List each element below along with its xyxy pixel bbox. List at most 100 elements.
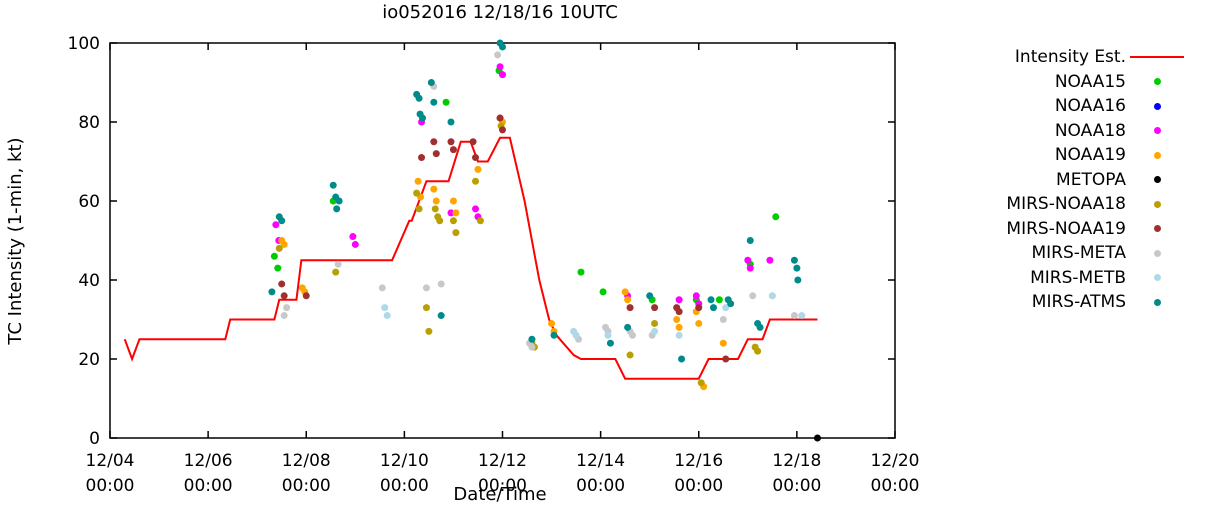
point-MIRS-ATMS [329,181,337,189]
point-METOPA [813,434,821,442]
point-MIRS-NOAA19 [499,126,506,134]
x-tick-label: 12/14 [576,451,625,471]
series-NOAA19 [278,114,727,391]
point-MIRS-ATMS [437,312,445,320]
legend-dot-sample [1126,298,1188,306]
point-MIRS-META [790,312,798,320]
point-MIRS-NOAA18 [449,217,457,225]
legend-label: MIRS-NOAA19 [1006,218,1126,239]
legend-item-MIRS-NOAA19: MIRS-NOAA19 [940,217,1188,242]
point-NOAA18 [692,292,700,300]
legend-dot-sample [1126,102,1188,110]
point-MIRS-METB [383,312,391,320]
series-MIRS-METB [381,292,806,339]
point-MIRS-METB [768,292,776,300]
point-NOAA19 [624,296,632,304]
x-tick-label: 12/16 [674,451,723,471]
point-NOAA19 [719,339,727,347]
legend-dot-sample [1126,78,1188,86]
point-MIRS-METB [722,304,730,312]
legend-dot-sample [1126,176,1188,184]
y-tick-label: 0 [89,429,100,449]
point-MIRS-NOAA18 [436,217,444,225]
point-MIRS-NOAA19 [496,114,504,122]
point-NOAA15 [270,252,278,260]
point-MIRS-ATMS [727,300,735,308]
legend-item-METOPA: METOPA [940,168,1188,193]
point-MIRS-NOAA18 [425,327,433,335]
point-MIRS-ATMS [794,276,802,284]
point-MIRS-META [749,292,757,300]
point-MIRS-NOAA19 [722,355,730,363]
point-MIRS-ATMS [606,339,614,347]
chart-title: io052016 12/18/16 10UTC [382,2,618,23]
y-tick-label: 100 [68,34,100,54]
x-axis-label: Date/Time [453,484,547,505]
point-NOAA15 [715,296,723,304]
point-MIRS-NOAA19 [472,154,480,162]
plot-border [109,42,896,439]
point-MIRS-NOAA18 [754,347,762,355]
series-NOAA15 [270,67,780,304]
point-MIRS-NOAA19 [447,138,455,146]
point-MIRS-NOAA19 [280,292,288,300]
point-MIRS-ATMS [415,94,423,102]
point-MIRS-META [422,284,430,292]
point-NOAA18 [744,256,752,264]
legend-dot-sample [1126,127,1188,135]
y-tick-label: 80 [78,113,100,133]
point-MIRS-NOAA18 [332,268,340,276]
point-MIRS-NOAA19 [430,138,438,146]
x-tick-sublabel: 00:00 [184,476,233,496]
series-METOPA [813,434,821,442]
dot-swatch-icon [1153,151,1161,159]
point-MIRS-ATMS [499,43,506,51]
point-MIRS-METB [572,331,580,339]
series-MIRS-NOAA19 [278,114,730,363]
point-NOAA19 [280,240,288,248]
point-MIRS-NOAA19 [651,304,659,312]
dot-swatch-icon [1153,225,1161,233]
x-tick-label: 12/08 [282,451,331,471]
legend-item-MIRS-NOAA18: MIRS-NOAA18 [940,192,1188,217]
point-MIRS-ATMS [333,205,341,213]
legend-dot-sample [1126,225,1188,233]
point-NOAA19 [430,185,438,193]
x-tick-sublabel: 00:00 [772,476,821,496]
legend-item-NOAA19: NOAA19 [940,143,1188,168]
point-NOAA18 [746,264,754,272]
legend-label: MIRS-ATMS [1031,292,1126,313]
legend: Intensity Est. NOAA15 NOAA16 NOAA18 NOAA19 ME… [940,45,1188,315]
point-MIRS-ATMS [528,335,536,343]
series-NOAA18 [272,63,774,308]
dot-swatch-icon [1153,200,1161,208]
y-tick-label: 60 [78,192,100,212]
point-MIRS-METB [675,331,683,339]
x-tick-label: 12/20 [871,451,920,471]
point-NOAA19 [414,177,422,185]
point-MIRS-NOAA19 [418,154,426,162]
point-NOAA19 [621,288,629,296]
point-MIRS-META [283,304,291,312]
x-tick-label: 12/10 [380,451,429,471]
point-MIRS-NOAA19 [302,292,310,300]
x-tick-sublabel: 00:00 [576,476,625,496]
legend-label: NOAA16 [1054,96,1126,117]
point-NOAA18 [351,240,359,248]
point-MIRS-NOAA18 [422,304,430,312]
point-NOAA19 [673,316,681,323]
point-MIRS-META [528,343,536,351]
point-MIRS-ATMS [278,217,286,225]
point-MIRS-METB [798,312,806,320]
point-NOAA18 [349,233,357,241]
x-axis-ticks: 12/04 00:00 12/06 00:00 12/08 00:00 12/10 00:00… [86,43,920,496]
y-tick-label: 20 [78,350,100,370]
point-NOAA18 [496,63,504,71]
dot-swatch-icon [1153,78,1161,86]
point-MIRS-ATMS [790,256,798,264]
legend-dot-sample [1126,249,1188,257]
x-tick-sublabel: 00:00 [871,476,920,496]
point-NOAA18 [766,256,774,264]
